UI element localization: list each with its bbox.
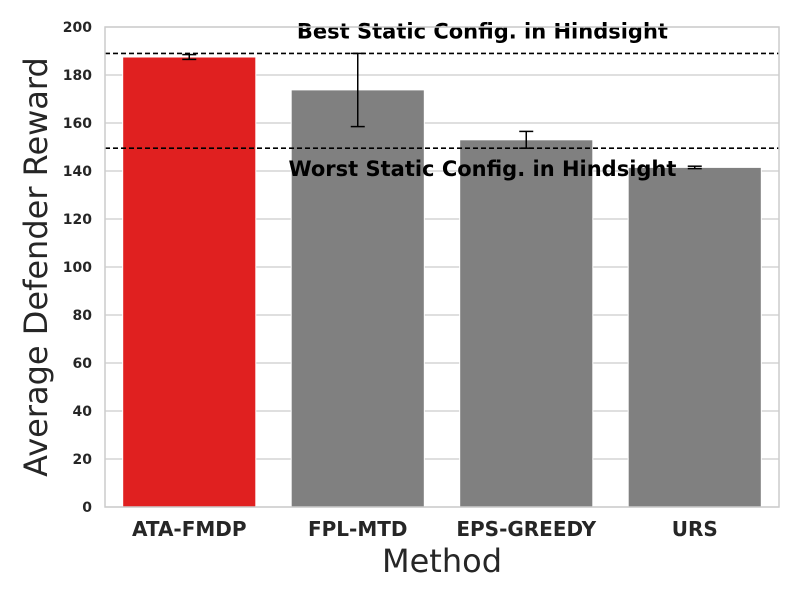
error-bar (687, 165, 702, 170)
reference-lines: Best Static Config. in Hindsight Worst St… (105, 19, 779, 181)
reference-line-label: Best Static Config. in Hindsight (297, 19, 668, 43)
plot-frame (104, 26, 780, 508)
y-tick-label: 40 (73, 404, 93, 420)
bars (122, 56, 762, 508)
y-tick-label: 80 (73, 308, 93, 324)
x-tick-label: FPL-MTD (308, 517, 408, 541)
y-tick-label: 100 (63, 260, 92, 276)
x-tick-label: URS (672, 517, 718, 541)
y-tick-label: 160 (63, 116, 92, 132)
error-bar (182, 53, 197, 61)
x-tick-labels: ATA-FMDP FPL-MTD EPS-GREEDY URS (132, 517, 718, 541)
x-axis-title: Method (382, 542, 502, 580)
y-tick-label: 140 (63, 164, 92, 180)
y-tick-label: 120 (63, 212, 92, 228)
bar (290, 89, 425, 508)
x-tick-label: EPS-GREEDY (456, 517, 596, 541)
reference-line-label: Worst Static Config. in Hindsight (288, 157, 676, 181)
y-tick-label: 60 (73, 356, 93, 372)
y-tick-label: 0 (82, 500, 92, 516)
bar (459, 139, 594, 508)
y-tick-label: 180 (63, 68, 92, 84)
x-tick-label: ATA-FMDP (132, 517, 247, 541)
y-tick-label: 20 (73, 452, 93, 468)
bar (627, 166, 762, 508)
error-bars (182, 52, 702, 170)
y-tick-labels: 0 20 40 60 80 100 120 140 160 180 200 (63, 20, 92, 516)
bar (122, 56, 257, 508)
y-tick-label: 200 (63, 20, 92, 36)
y-axis-title: Average Defender Reward (17, 57, 55, 477)
